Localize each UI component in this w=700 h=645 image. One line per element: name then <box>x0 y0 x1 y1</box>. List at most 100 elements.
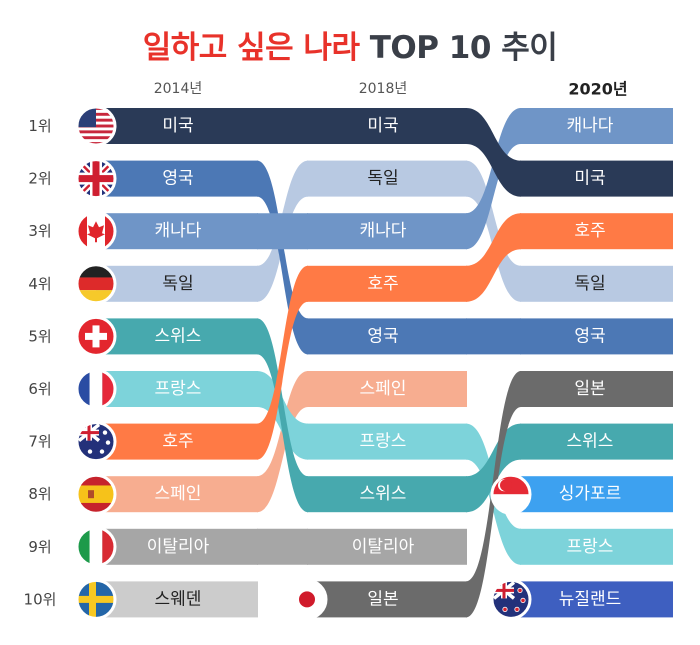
bar-segment <box>307 108 467 144</box>
rank-label-1: 1위 <box>28 117 51 135</box>
bar-segment <box>96 528 258 565</box>
data-label: 미국 <box>367 116 398 136</box>
flag-shape <box>102 430 108 435</box>
data-label: 미국 <box>574 169 605 189</box>
data-label: 프랑스 <box>155 379 202 399</box>
flag-shape <box>502 606 508 613</box>
sweden-flag-icon <box>75 578 117 620</box>
flag-border <box>75 368 117 410</box>
data-label: 스페인 <box>360 379 407 399</box>
flag-shape <box>89 527 103 566</box>
flag-border <box>490 578 532 620</box>
bar-segment <box>307 476 467 513</box>
data-label: 프랑스 <box>360 432 407 452</box>
series-connector <box>466 318 521 355</box>
bar-segment <box>307 265 467 302</box>
bar-segment <box>307 581 467 618</box>
germany-flag-icon <box>75 263 117 305</box>
data-label: 스페인 <box>155 484 202 504</box>
flag-border <box>75 526 117 568</box>
data-label: 싱가포르 <box>559 484 622 504</box>
bar-segment <box>520 160 673 197</box>
flag-border <box>75 421 117 463</box>
rank-label-5: 5위 <box>28 327 51 345</box>
bar-segment <box>96 371 258 407</box>
flag-shape <box>85 332 107 340</box>
bar-segment <box>307 528 467 565</box>
data-label: 스위스 <box>155 326 202 346</box>
rank-label-9: 9위 <box>28 538 51 556</box>
flag-shape <box>299 591 315 608</box>
flag-border <box>75 210 117 252</box>
series-connector <box>257 528 308 565</box>
flag-shape <box>77 595 115 603</box>
series-connector <box>466 423 521 513</box>
data-label: 프랑스 <box>567 537 614 557</box>
bar-segment <box>96 160 258 197</box>
bar-segment <box>96 265 258 302</box>
bar-segment <box>307 160 467 197</box>
data-label: 뉴질랜드 <box>559 589 622 609</box>
data-label: 일본 <box>574 379 605 399</box>
usa-flag-icon <box>75 105 117 147</box>
data-label: 영국 <box>574 326 605 346</box>
chart-title: 일하고 싶은 나라 TOP 10 추이 <box>0 22 700 67</box>
data-label: 독일 <box>574 274 605 294</box>
flag-border <box>75 578 117 620</box>
flag-border <box>286 578 328 620</box>
bar-segment <box>307 318 467 355</box>
flag-shape <box>77 130 115 134</box>
series-스웨덴: 스웨덴 <box>96 581 258 618</box>
france-flag-icon <box>75 368 117 410</box>
data-label: 캐나다 <box>567 116 614 136</box>
flag-shape <box>79 431 99 435</box>
bar-segment <box>96 581 258 618</box>
bar-segment <box>520 108 673 144</box>
flag-shape <box>87 449 93 454</box>
flag-shape <box>77 277 115 291</box>
year-header-2: 2018년 <box>359 81 408 97</box>
bar-segment <box>307 371 467 407</box>
data-label: 영국 <box>367 326 398 346</box>
flag-shape <box>520 597 526 604</box>
flag-border <box>75 263 117 305</box>
flag-border <box>75 473 117 515</box>
data-label: 호주 <box>367 274 398 294</box>
italy-flag-icon <box>75 526 117 568</box>
data-label: 캐나다 <box>155 221 202 241</box>
series-이탈리아: 이탈리아 이탈리아 <box>96 528 467 565</box>
series-싱가포르: 싱가포르 <box>520 476 673 513</box>
flag-shape <box>77 136 115 140</box>
title-part-red: 일하고 싶은 나라 <box>142 30 360 66</box>
spain-flag-icon <box>75 473 117 515</box>
flag-shape <box>88 490 94 499</box>
series-connector <box>466 213 521 302</box>
rank-label-3: 3위 <box>28 222 51 240</box>
title-part-dark: TOP 10 추이 <box>369 30 558 66</box>
flag-shape <box>87 221 105 243</box>
canada-flag-icon <box>75 210 117 252</box>
flag-border <box>75 158 117 200</box>
bar-segment <box>307 423 467 460</box>
singapore-flag-icon <box>490 473 532 515</box>
bar-segment <box>520 318 673 355</box>
uk-flag-icon <box>75 158 117 200</box>
flag-shape <box>77 175 115 183</box>
series-뉴질랜드: 뉴질랜드 <box>520 581 673 618</box>
bar-segment <box>520 213 673 250</box>
series-connector <box>257 265 308 460</box>
flag-shape <box>105 440 111 445</box>
data-label: 독일 <box>367 169 398 189</box>
rank-label-2: 2위 <box>28 170 51 188</box>
flag-shape <box>99 449 105 454</box>
data-label: 이탈리아 <box>147 537 210 557</box>
data-label: 독일 <box>162 274 193 294</box>
flag-shape <box>494 588 514 592</box>
series-connector <box>257 318 308 513</box>
flag-shape <box>77 212 87 251</box>
